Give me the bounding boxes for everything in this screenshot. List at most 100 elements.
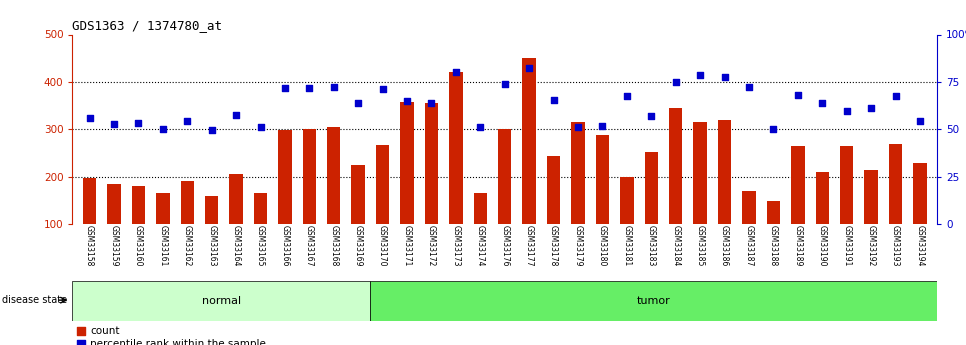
Point [790,92,806,98]
Text: GSM33172: GSM33172 [427,225,436,267]
Point [717,75,732,80]
Point [228,112,243,118]
Bar [473,194,487,224]
Point [424,100,440,106]
Point [888,93,903,99]
Text: tumor: tumor [637,296,670,306]
Text: GSM33189: GSM33189 [793,225,803,267]
Point [741,84,756,89]
Point [546,97,561,103]
Text: GSM33188: GSM33188 [769,225,778,267]
Text: GSM33158: GSM33158 [85,225,94,267]
Bar [278,130,292,224]
Bar [620,177,634,224]
Bar [449,72,463,224]
Point [82,115,98,120]
Bar [523,58,536,224]
Bar [131,186,145,224]
Bar [498,129,511,224]
Text: GSM33170: GSM33170 [378,225,387,267]
Bar [644,152,658,224]
Point [912,119,927,124]
Text: GSM33160: GSM33160 [134,225,143,267]
Bar [791,146,805,224]
Point [106,121,122,127]
Bar [229,175,242,224]
Text: GSM33183: GSM33183 [647,225,656,267]
Point [838,109,854,114]
Point [327,84,342,89]
Text: GSM33173: GSM33173 [451,225,461,267]
Bar [767,201,781,224]
Text: GSM33179: GSM33179 [574,225,582,267]
Text: GSM33192: GSM33192 [867,225,875,267]
Text: GSM33177: GSM33177 [525,225,533,267]
Bar [205,196,218,224]
Point [643,114,659,119]
Point [448,69,464,74]
Text: GSM33186: GSM33186 [720,225,729,267]
Point [130,120,146,126]
Bar [370,281,937,321]
Text: GSM33165: GSM33165 [256,225,265,267]
Bar [352,166,365,224]
Text: GSM33180: GSM33180 [598,225,607,267]
Point [277,85,293,90]
Text: GSM33164: GSM33164 [232,225,241,267]
Point [156,127,171,132]
Bar [72,281,370,321]
Bar [815,172,829,224]
Text: GSM33193: GSM33193 [891,225,900,267]
Point [693,72,708,78]
Text: GSM33187: GSM33187 [745,225,753,267]
Text: disease state: disease state [2,295,67,305]
Point [864,105,879,111]
Point [595,123,611,128]
Bar [83,178,97,224]
Text: GSM33171: GSM33171 [403,225,412,267]
Point [472,124,488,130]
Bar [376,145,389,224]
Point [570,124,585,130]
Text: GSM33168: GSM33168 [329,225,338,267]
Bar [913,162,926,224]
Text: GSM33181: GSM33181 [622,225,632,267]
Bar [547,156,560,224]
Text: normal: normal [202,296,241,306]
Bar [181,181,194,224]
Text: GSM33159: GSM33159 [109,225,119,267]
Bar [571,122,584,224]
Bar [669,108,682,224]
Bar [889,144,902,224]
Point [668,79,683,85]
Bar [742,191,755,224]
Point [522,65,537,70]
Text: GSM33176: GSM33176 [500,225,509,267]
Text: GDS1363 / 1374780_at: GDS1363 / 1374780_at [72,19,222,32]
Bar [107,185,121,224]
Bar [400,102,413,224]
Bar [718,120,731,224]
Point [253,124,269,130]
Point [204,128,219,133]
Text: GSM33174: GSM33174 [476,225,485,267]
Text: GSM33194: GSM33194 [916,225,924,267]
Point [180,119,195,124]
Text: GSM33161: GSM33161 [158,225,167,267]
Bar [156,194,169,224]
Text: GSM33169: GSM33169 [354,225,362,267]
Legend: count, percentile rank within the sample: count, percentile rank within the sample [77,326,266,345]
Text: GSM33178: GSM33178 [549,225,558,267]
Text: GSM33190: GSM33190 [818,225,827,267]
Text: GSM33191: GSM33191 [842,225,851,267]
Text: GSM33185: GSM33185 [696,225,704,267]
Bar [254,194,268,224]
Point [497,81,512,87]
Text: GSM33166: GSM33166 [280,225,290,267]
Bar [865,170,878,224]
Point [766,127,781,132]
Bar [327,127,340,224]
Text: GSM33184: GSM33184 [671,225,680,267]
Bar [694,122,707,224]
Bar [840,146,853,224]
